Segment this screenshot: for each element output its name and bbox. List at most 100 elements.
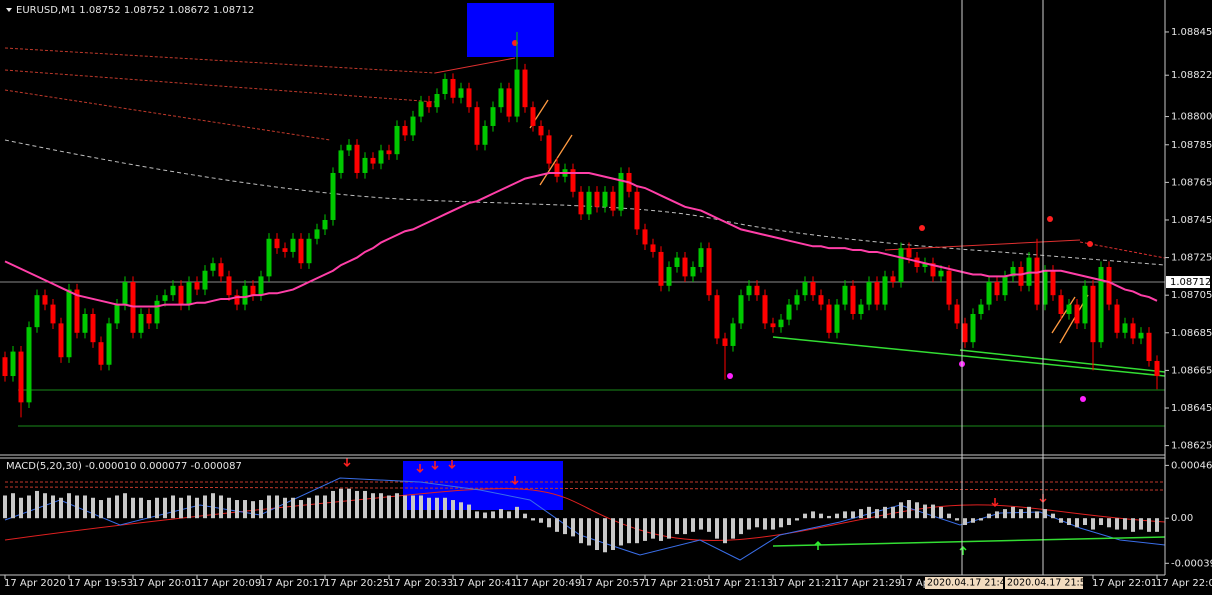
candle-body — [746, 285, 752, 296]
candle-body — [698, 248, 704, 267]
histogram-bar — [715, 518, 719, 539]
histogram-bar — [491, 511, 495, 519]
candle-body — [1138, 332, 1144, 339]
trend-line — [772, 536, 1166, 547]
plot — [0, 31, 1165, 553]
candle-body — [42, 295, 48, 305]
histogram-bar — [819, 513, 823, 519]
histogram-bar — [251, 501, 255, 519]
candle-body — [1050, 270, 1056, 296]
histogram-bar — [299, 500, 303, 519]
histogram-bar — [363, 490, 367, 519]
histogram-bar — [347, 488, 351, 519]
histogram-bar — [283, 497, 287, 519]
candle-body — [90, 313, 96, 343]
histogram-bar — [27, 495, 31, 519]
candle-body — [322, 219, 328, 230]
candle-body — [466, 88, 472, 108]
y-tick-label: 1.08645 — [1171, 403, 1212, 414]
candle-body — [1018, 266, 1024, 286]
histogram-bar — [675, 518, 679, 535]
y2-tick-label: 0.00 — [1171, 513, 1193, 524]
histogram-bar — [123, 493, 127, 519]
candle-body — [858, 304, 864, 314]
histogram-bar — [395, 493, 399, 519]
x-tick-label: 17 Apr 21:21 — [772, 578, 837, 589]
candle-body — [962, 323, 968, 343]
moving-average-slow — [4, 139, 1166, 266]
candle-body — [74, 289, 80, 333]
candle-body — [242, 285, 248, 305]
histogram-bar — [779, 518, 783, 528]
candle-body — [658, 251, 664, 286]
histogram-bar — [595, 518, 599, 551]
candle-body — [866, 282, 872, 305]
histogram-bar — [1003, 509, 1007, 519]
histogram-bar — [1051, 513, 1055, 519]
candle-body — [650, 244, 656, 252]
histogram-bar — [859, 509, 863, 519]
candle-body — [1066, 304, 1072, 314]
histogram-bar — [43, 493, 47, 519]
histogram-bar — [115, 495, 119, 519]
x-tick-label: 17 Apr 20:09 — [196, 578, 261, 589]
candle-body — [186, 282, 192, 305]
histogram-bar — [107, 497, 111, 519]
histogram-bar — [811, 511, 815, 519]
histogram-bar — [707, 518, 711, 532]
histogram-bar — [667, 518, 671, 539]
candle-body — [258, 276, 264, 296]
candle-body — [426, 101, 432, 108]
candle-body — [818, 295, 824, 305]
histogram-bar — [907, 500, 911, 519]
bid-label-box — [1166, 276, 1210, 289]
menu-arrow — [6, 8, 12, 12]
candle-body — [506, 88, 512, 117]
histogram-bar — [1123, 518, 1127, 530]
x-tick-label: 17 Apr 2020 — [4, 578, 66, 589]
symbol-header: EURUSD,M1 1.08752 1.08752 1.08672 1.0871… — [16, 5, 254, 16]
candle-body — [522, 69, 528, 108]
y-tick-label: 1.08685 — [1171, 328, 1212, 339]
histogram-bar — [403, 495, 407, 519]
histogram-bar — [1035, 511, 1039, 519]
histogram-bar — [739, 518, 743, 535]
candle-body — [1090, 285, 1096, 343]
candle-body — [282, 248, 288, 252]
histogram-bar — [419, 495, 423, 519]
histogram-bar — [603, 518, 607, 553]
crosshair-label-box — [1005, 577, 1083, 589]
candle-body — [386, 150, 392, 155]
candle-body — [1098, 266, 1104, 343]
histogram-bar — [939, 506, 943, 519]
candle-body — [674, 257, 680, 267]
x-tick-label: 17 Apr 21:29 — [836, 578, 901, 589]
histogram-bar — [571, 518, 575, 537]
trend-line — [434, 57, 516, 74]
candle-body — [194, 282, 200, 290]
candle-body — [834, 304, 840, 333]
histogram-bar — [91, 497, 95, 519]
histogram-bar — [699, 518, 703, 530]
candle-body — [58, 323, 64, 358]
crosshair-label: 2020.04.17 21:45 — [927, 578, 1012, 589]
y-tick-label: 1.08800 — [1171, 112, 1212, 123]
bid-label: 1.08712 — [1170, 277, 1211, 288]
candle-body — [66, 289, 72, 358]
candle-body — [802, 282, 808, 296]
histogram-bar — [683, 518, 687, 535]
candle-body — [34, 295, 40, 328]
candle-body — [850, 285, 856, 314]
histogram-bar — [1019, 509, 1023, 519]
candle-body — [594, 191, 600, 207]
histogram-bar — [651, 518, 655, 539]
candle-body — [938, 270, 944, 277]
candle-body — [394, 125, 400, 155]
y-tick-label: 1.08785 — [1171, 140, 1212, 151]
macd-level — [4, 481, 1166, 491]
histogram-bar — [747, 518, 751, 530]
candle-body — [178, 285, 184, 305]
histogram-bar — [563, 518, 567, 535]
candle-body — [26, 327, 32, 403]
histogram-bar — [659, 518, 663, 541]
